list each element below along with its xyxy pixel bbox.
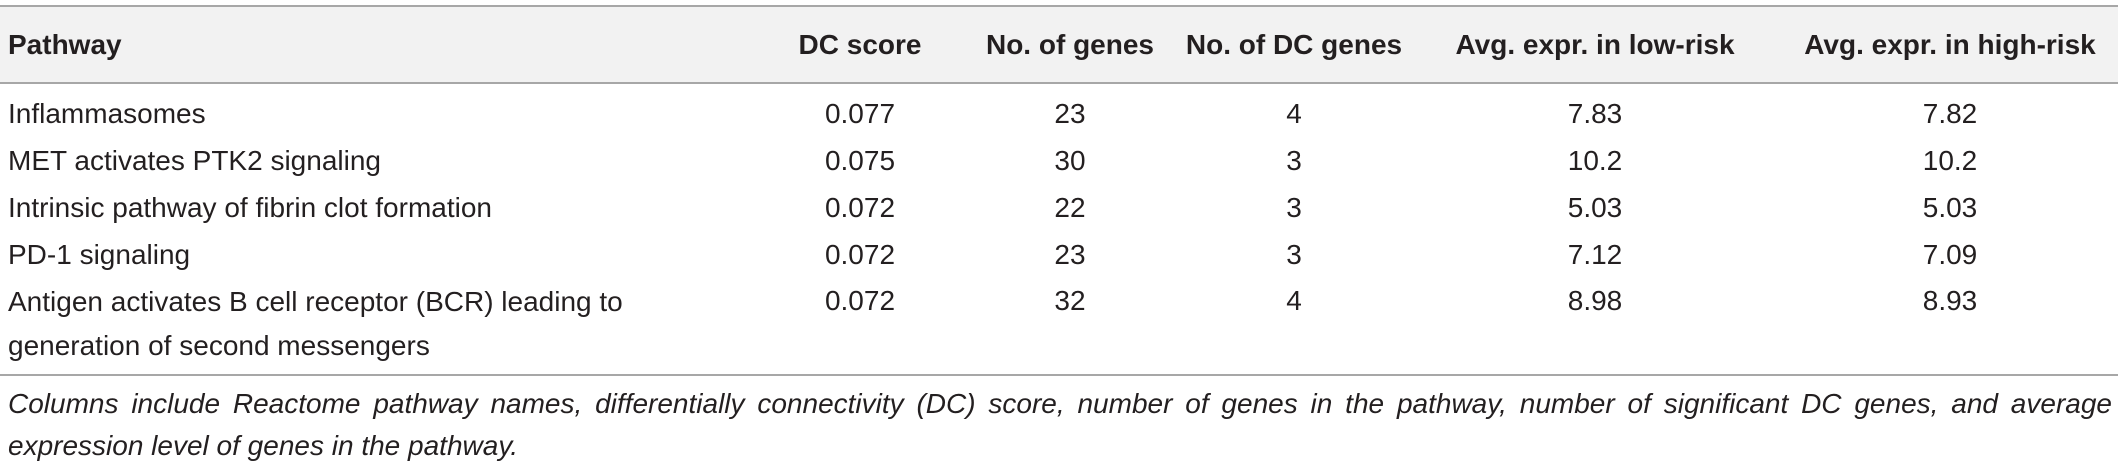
- column-header-pathway: Pathway: [0, 5, 760, 84]
- cell-pathway: Antigen activates B cell receptor (BCR) …: [8, 286, 623, 361]
- cell-pathway: Intrinsic pathway of fibrin clot formati…: [8, 191, 492, 223]
- pathway-table: Pathway DC score No. of genes No. of DC …: [0, 5, 2118, 374]
- cell-avg-expr-high-risk: 8.93: [1922, 285, 1978, 316]
- table-row: Inflammasomes 0.077 23 4 7.83 7.82: [0, 83, 2118, 137]
- cell-pathway: MET activates PTK2 signaling: [8, 144, 381, 176]
- cell-avg-expr-low-risk: 8.98: [1567, 285, 1623, 316]
- cell-no-of-dc-genes: 3: [1286, 238, 1302, 270]
- cell-dc-score: 0.072: [824, 238, 896, 270]
- cell-dc-score: 0.072: [824, 285, 896, 316]
- cell-avg-expr-high-risk: 7.09: [1922, 238, 1978, 270]
- column-header-no-of-dc-genes: No. of DC genes: [1180, 5, 1408, 84]
- cell-no-of-genes: 23: [1054, 97, 1086, 129]
- cell-dc-score: 0.077: [824, 97, 896, 129]
- cell-no-of-genes: 30: [1054, 144, 1086, 176]
- cell-pathway: Inflammasomes: [8, 97, 206, 129]
- column-header-no-of-genes: No. of genes: [960, 5, 1180, 84]
- table-bottom-rule: [0, 374, 2118, 376]
- cell-no-of-genes: 22: [1054, 191, 1086, 223]
- cell-pathway: PD-1 signaling: [8, 238, 191, 270]
- cell-no-of-dc-genes: 4: [1286, 97, 1302, 129]
- cell-avg-expr-low-risk: 10.2: [1567, 144, 1623, 176]
- table-row: Antigen activates B cell receptor (BCR) …: [0, 278, 2118, 374]
- cell-avg-expr-high-risk: 5.03: [1922, 191, 1978, 223]
- table-row: Intrinsic pathway of fibrin clot formati…: [0, 184, 2118, 231]
- cell-no-of-dc-genes: 4: [1286, 285, 1302, 316]
- cell-no-of-dc-genes: 3: [1286, 144, 1302, 176]
- cell-avg-expr-high-risk: 10.2: [1922, 144, 1978, 176]
- cell-avg-expr-low-risk: 5.03: [1567, 191, 1623, 223]
- cell-no-of-genes: 23: [1054, 238, 1086, 270]
- cell-avg-expr-low-risk: 7.12: [1567, 238, 1623, 270]
- cell-dc-score: 0.075: [824, 144, 896, 176]
- cell-no-of-dc-genes: 3: [1286, 191, 1302, 223]
- cell-dc-score: 0.072: [824, 191, 896, 223]
- cell-no-of-genes: 32: [1054, 285, 1086, 316]
- table-header-row: Pathway DC score No. of genes No. of DC …: [0, 5, 2118, 84]
- cell-avg-expr-high-risk: 7.82: [1922, 97, 1978, 129]
- cell-avg-expr-low-risk: 7.83: [1567, 97, 1623, 129]
- table-row: MET activates PTK2 signaling 0.075 30 3 …: [0, 137, 2118, 184]
- column-header-avg-expr-low-risk: Avg. expr. in low-risk: [1408, 5, 1782, 84]
- column-header-avg-expr-high-risk: Avg. expr. in high-risk: [1782, 5, 2118, 84]
- table-footnote: Columns include Reactome pathway names, …: [8, 388, 2112, 461]
- table-row: PD-1 signaling 0.072 23 3 7.12 7.09: [0, 231, 2118, 278]
- column-header-dc-score: DC score: [760, 5, 960, 84]
